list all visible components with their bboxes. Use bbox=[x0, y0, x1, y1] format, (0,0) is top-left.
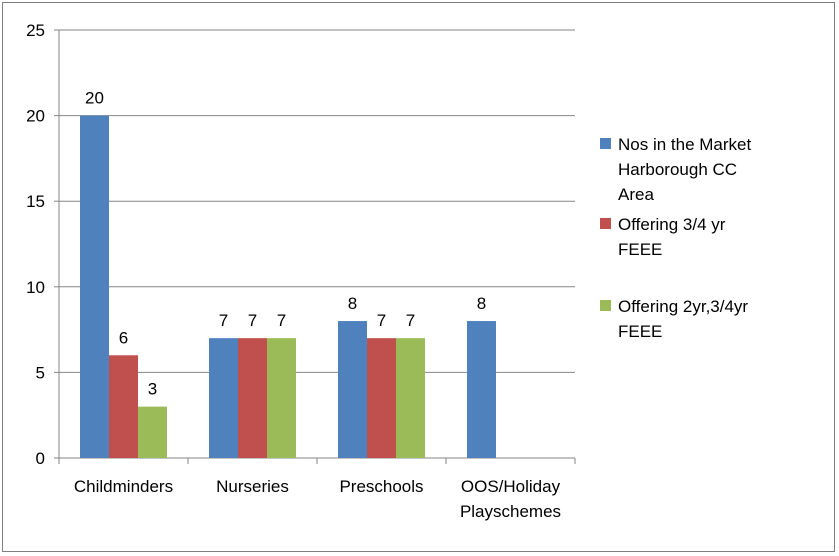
data-label: 7 bbox=[219, 311, 228, 330]
y-tick-label: 0 bbox=[36, 449, 45, 468]
data-label: 3 bbox=[148, 380, 157, 399]
data-label: 20 bbox=[85, 89, 104, 108]
legend-label: Harborough CC bbox=[618, 160, 737, 179]
x-category-label: Playschemes bbox=[460, 502, 561, 521]
axes: 0 5 10 15 20 25 Childminders Nurseries Preschool… bbox=[26, 21, 576, 521]
legend: Nos in the Market Harborough CC Area Offeri… bbox=[600, 135, 751, 341]
data-label: 7 bbox=[277, 311, 286, 330]
bars bbox=[80, 115, 496, 458]
legend-label: Offering 2yr,3/4yr bbox=[618, 297, 748, 316]
y-tick-label: 15 bbox=[26, 192, 45, 211]
bar bbox=[338, 321, 367, 458]
bar bbox=[467, 321, 496, 458]
legend-label: FEEE bbox=[618, 322, 662, 341]
legend-swatch bbox=[600, 300, 611, 311]
legend-label: Nos in the Market bbox=[618, 135, 751, 154]
data-label: 7 bbox=[248, 311, 257, 330]
data-label: 6 bbox=[119, 328, 128, 347]
bar bbox=[138, 406, 167, 458]
bar bbox=[238, 338, 267, 458]
data-label: 7 bbox=[377, 311, 386, 330]
x-category-label: Preschools bbox=[339, 477, 423, 496]
y-tick-label: 10 bbox=[26, 278, 45, 297]
bar bbox=[209, 338, 238, 458]
legend-label: FEEE bbox=[618, 240, 662, 259]
x-category-label: OOS/Holiday bbox=[461, 477, 561, 496]
y-tick-label: 20 bbox=[26, 107, 45, 126]
y-tick-label: 5 bbox=[36, 363, 45, 382]
bar bbox=[267, 338, 296, 458]
data-label: 8 bbox=[477, 294, 486, 313]
legend-label: Offering 3/4 yr bbox=[618, 215, 726, 234]
bar bbox=[109, 355, 138, 458]
y-tick-label: 25 bbox=[26, 21, 45, 40]
data-label: 8 bbox=[348, 294, 357, 313]
x-category-label: Nurseries bbox=[216, 477, 289, 496]
x-category-label: Childminders bbox=[74, 477, 173, 496]
bar bbox=[367, 338, 396, 458]
data-labels: 20 7 8 8 6 7 7 3 7 7 bbox=[85, 89, 486, 399]
bar bbox=[80, 115, 109, 458]
legend-swatch bbox=[600, 138, 611, 149]
legend-label: Area bbox=[618, 185, 654, 204]
gridlines bbox=[59, 29, 575, 373]
bar bbox=[396, 338, 425, 458]
legend-swatch bbox=[600, 218, 611, 229]
bar-chart: 0 5 10 15 20 25 Childminders Nurseries Preschool… bbox=[26, 21, 751, 521]
data-label: 7 bbox=[406, 311, 415, 330]
